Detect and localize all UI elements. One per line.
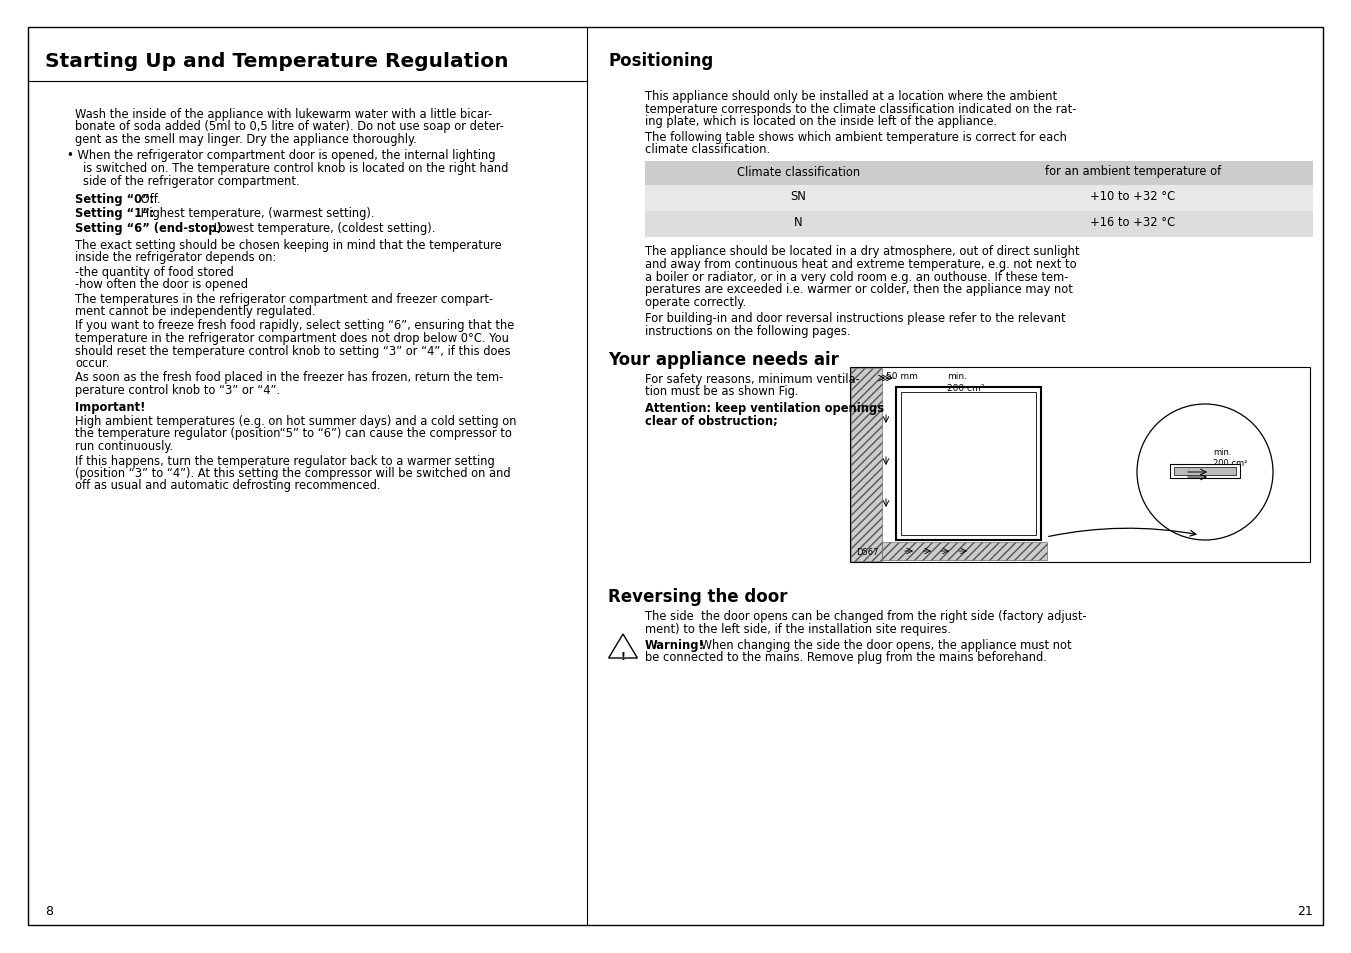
Bar — [901, 393, 1036, 536]
Bar — [644, 185, 1313, 212]
Text: If you want to freeze fresh food rapidly, select setting “6”, ensuring that the: If you want to freeze fresh food rapidly… — [76, 319, 515, 333]
Text: The following table shows which ambient temperature is correct for each: The following table shows which ambient … — [644, 131, 1067, 143]
Text: For building-in and door reversal instructions please refer to the relevant: For building-in and door reversal instru… — [644, 312, 1066, 325]
Text: clear of obstruction;: clear of obstruction; — [644, 414, 778, 427]
Text: +10 to +32 °C: +10 to +32 °C — [1090, 191, 1175, 203]
Text: !: ! — [620, 651, 626, 661]
Text: -how often the door is opened: -how often the door is opened — [76, 277, 249, 291]
Text: Your appliance needs air: Your appliance needs air — [608, 351, 839, 369]
Text: The exact setting should be chosen keeping in mind that the temperature: The exact setting should be chosen keepi… — [76, 238, 501, 252]
Bar — [644, 161, 1313, 185]
Text: temperature in the refrigerator compartment does not drop below 0°C. You: temperature in the refrigerator compartm… — [76, 332, 509, 345]
Text: The side  the door opens can be changed from the right side (factory adjust-: The side the door opens can be changed f… — [644, 609, 1086, 622]
Text: a boiler or radiator, or in a very cold room e.g. an outhouse. If these tem-: a boiler or radiator, or in a very cold … — [644, 271, 1069, 283]
Text: climate classification.: climate classification. — [644, 143, 770, 156]
Text: (position “3” to “4”). At this setting the compressor will be switched on and: (position “3” to “4”). At this setting t… — [76, 467, 511, 479]
Text: Setting “6” (end-stop) :: Setting “6” (end-stop) : — [76, 222, 231, 234]
Text: The appliance should be located in a dry atmosphere, out of direct sunlight: The appliance should be located in a dry… — [644, 245, 1079, 258]
Bar — [1174, 468, 1236, 476]
Text: min.: min. — [1213, 448, 1232, 456]
Bar — [851, 369, 882, 561]
Text: bonate of soda added (5ml to 0,5 litre of water). Do not use soap or deter-: bonate of soda added (5ml to 0,5 litre o… — [76, 120, 504, 133]
Text: peratures are exceeded i.e. warmer or colder, then the appliance may not: peratures are exceeded i.e. warmer or co… — [644, 283, 1073, 295]
Text: gent as the smell may linger. Dry the appliance thoroughly.: gent as the smell may linger. Dry the ap… — [76, 132, 416, 146]
Text: 50 mm: 50 mm — [886, 372, 917, 380]
Text: operate correctly.: operate correctly. — [644, 295, 746, 308]
Text: side of the refrigerator compartment.: side of the refrigerator compartment. — [82, 174, 300, 188]
Text: As soon as the fresh food placed in the freezer has frozen, return the tem-: As soon as the fresh food placed in the … — [76, 371, 504, 384]
Text: be connected to the mains. Remove plug from the mains beforehand.: be connected to the mains. Remove plug f… — [644, 651, 1047, 664]
Text: High ambient temperatures (e.g. on hot summer days) and a cold setting on: High ambient temperatures (e.g. on hot s… — [76, 415, 516, 428]
Text: ing plate, which is located on the inside left of the appliance.: ing plate, which is located on the insid… — [644, 115, 997, 128]
Text: Setting “1”:: Setting “1”: — [76, 208, 154, 220]
Ellipse shape — [1138, 405, 1273, 540]
Text: 200 cm²: 200 cm² — [1213, 458, 1247, 468]
Text: min.: min. — [947, 372, 967, 380]
Text: ment) to the left side, if the installation site requires.: ment) to the left side, if the installat… — [644, 622, 951, 635]
Text: perature control knob to “3” or “4”.: perature control knob to “3” or “4”. — [76, 384, 280, 396]
Text: the temperature regulator (position“5” to “6”) can cause the compressor to: the temperature regulator (position“5” t… — [76, 427, 512, 440]
Text: off as usual and automatic defrosting recommenced.: off as usual and automatic defrosting re… — [76, 479, 381, 492]
Text: Off.: Off. — [136, 193, 161, 206]
Text: for an ambient temperature of: for an ambient temperature of — [1044, 165, 1221, 178]
Text: Important!: Important! — [76, 400, 146, 413]
Text: Lowest temperature, (coldest setting).: Lowest temperature, (coldest setting). — [209, 222, 435, 234]
Text: The temperatures in the refrigerator compartment and freezer compart-: The temperatures in the refrigerator com… — [76, 293, 493, 305]
Text: Warning!: Warning! — [644, 639, 705, 651]
Bar — [850, 368, 1310, 562]
Text: should reset the temperature control knob to setting “3” or “4”, if this does: should reset the temperature control kno… — [76, 344, 511, 357]
Text: N: N — [794, 216, 802, 230]
Text: and away from continuous heat and extreme temperature, e.g. not next to: and away from continuous heat and extrem… — [644, 257, 1077, 271]
Text: Setting “0”:: Setting “0”: — [76, 193, 154, 206]
Text: run continuously.: run continuously. — [76, 439, 173, 453]
Text: -the quantity of food stored: -the quantity of food stored — [76, 265, 234, 278]
Bar — [1170, 464, 1240, 478]
Bar — [896, 388, 1042, 540]
Text: inside the refrigerator depends on:: inside the refrigerator depends on: — [76, 251, 277, 264]
Text: Attention: keep ventilation openings: Attention: keep ventilation openings — [644, 401, 884, 415]
Bar — [882, 542, 1047, 560]
Text: temperature corresponds to the climate classification indicated on the rat-: temperature corresponds to the climate c… — [644, 102, 1077, 115]
Text: D567: D567 — [857, 547, 878, 557]
Text: Starting Up and Temperature Regulation: Starting Up and Temperature Regulation — [45, 52, 508, 71]
Text: SN: SN — [790, 191, 807, 203]
Text: Climate classification: Climate classification — [738, 165, 861, 178]
Polygon shape — [608, 635, 638, 659]
Text: Wash the inside of the appliance with lukewarm water with a little bicar-: Wash the inside of the appliance with lu… — [76, 108, 492, 121]
Text: Highest temperature, (warmest setting).: Highest temperature, (warmest setting). — [136, 208, 374, 220]
Text: +16 to +32 °C: +16 to +32 °C — [1090, 216, 1175, 230]
Text: • When the refrigerator compartment door is opened, the internal lighting: • When the refrigerator compartment door… — [68, 150, 496, 162]
Text: 8: 8 — [45, 904, 53, 917]
Text: Reversing the door: Reversing the door — [608, 587, 788, 605]
Text: For safety reasons, minimum ventila-: For safety reasons, minimum ventila- — [644, 373, 859, 386]
Text: 21: 21 — [1297, 904, 1313, 917]
Text: 200 cm²: 200 cm² — [947, 384, 985, 393]
Text: Positioning: Positioning — [608, 52, 713, 70]
Text: If this happens, turn the temperature regulator back to a warmer setting: If this happens, turn the temperature re… — [76, 454, 494, 467]
Text: occur.: occur. — [76, 356, 109, 370]
Text: ment cannot be independently regulated.: ment cannot be independently regulated. — [76, 305, 316, 317]
Text: is switched on. The temperature control knob is located on the right hand: is switched on. The temperature control … — [82, 162, 508, 174]
Text: When changing the side the door opens, the appliance must not: When changing the side the door opens, t… — [697, 639, 1071, 651]
Text: tion must be as shown Fig.: tion must be as shown Fig. — [644, 385, 798, 398]
Text: instructions on the following pages.: instructions on the following pages. — [644, 324, 851, 337]
Text: This appliance should only be installed at a location where the ambient: This appliance should only be installed … — [644, 90, 1056, 103]
Bar — [644, 212, 1313, 237]
